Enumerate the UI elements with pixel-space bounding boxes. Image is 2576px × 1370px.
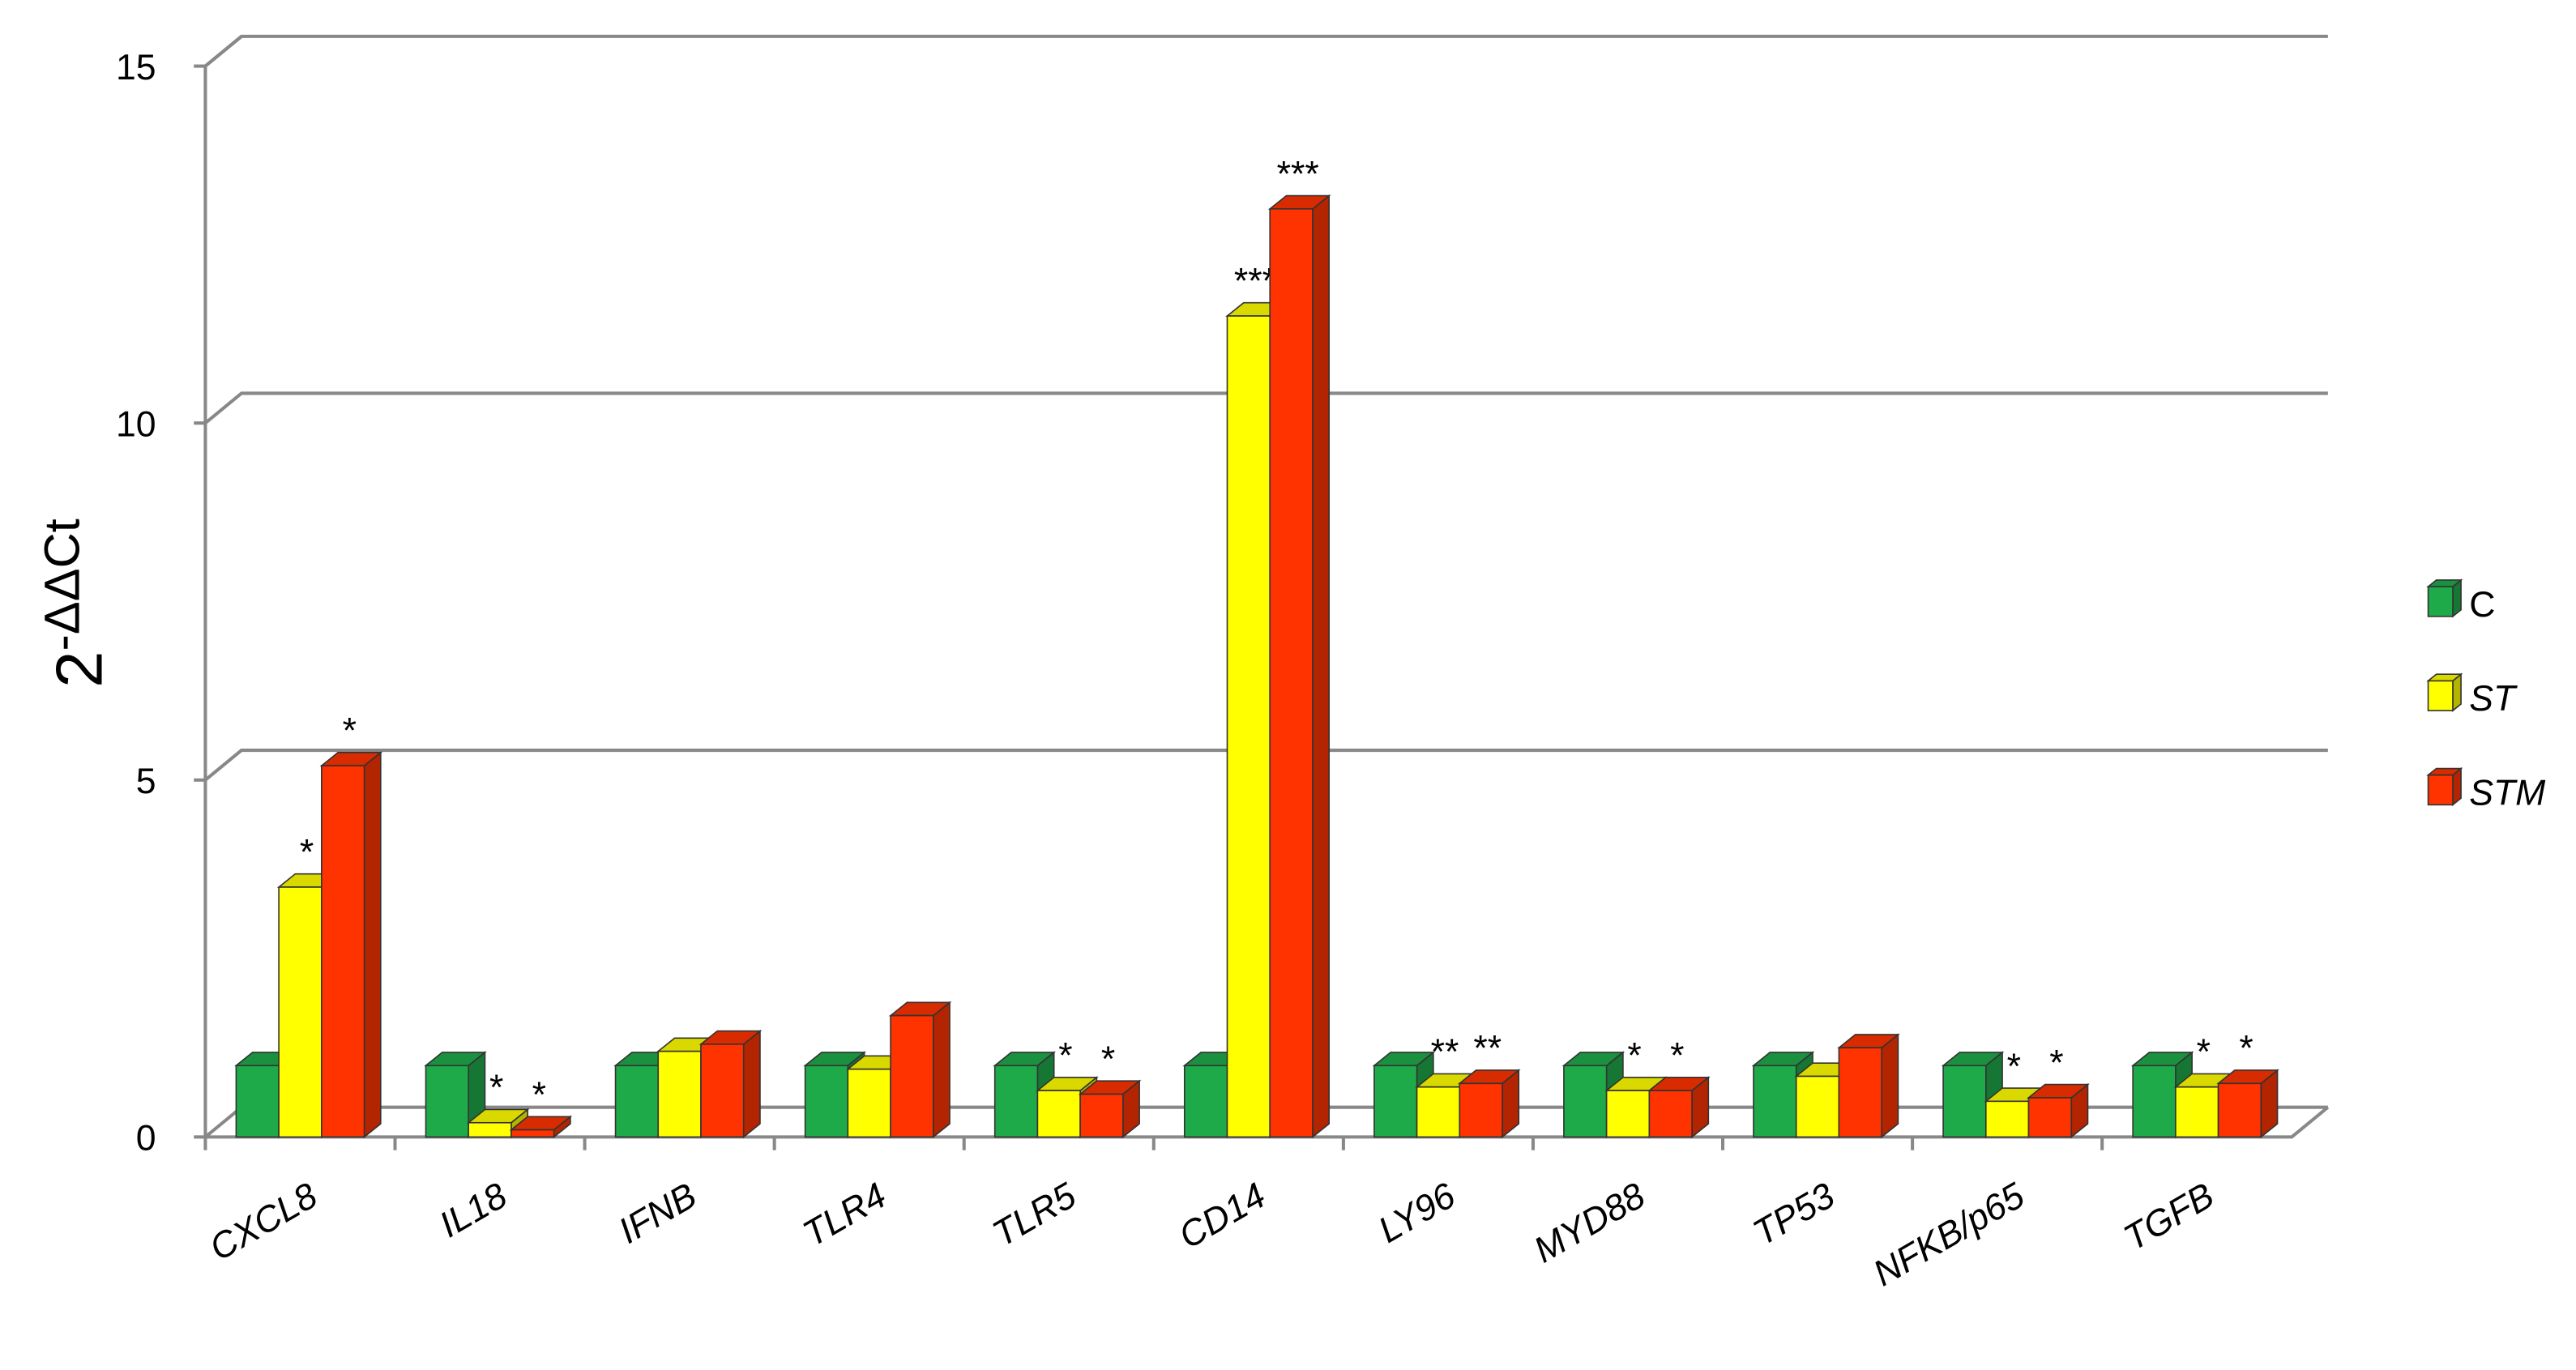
bar-front [1605,1090,1651,1138]
legend-label: STM [2469,773,2546,813]
bar [509,1115,573,1139]
x-tick-label: CXCL8 [203,1176,324,1269]
legend-label: ST [2469,679,2518,719]
x-tick-label: TP53 [1747,1176,1842,1253]
bar-front [700,1044,745,1138]
bar [1267,194,1331,1139]
significance-label: ** [1473,1029,1502,1069]
bar [1751,1051,1815,1139]
bar-front [321,765,365,1138]
y-tick-label: 10 [116,404,156,444]
x-tick-label: IFNB [613,1176,703,1252]
significance-label: ** [1431,1032,1459,1072]
bar [1457,1069,1521,1139]
significance-label: * [532,1075,546,1115]
significance-label: *** [1234,261,1276,301]
bar [1078,1079,1142,1139]
bar-front [468,1121,512,1138]
bar [698,1029,763,1139]
significance-label: * [2239,1029,2253,1069]
bar-front [2175,1086,2219,1138]
bar-side [742,1029,761,1139]
y-tick-label: 0 [136,1119,156,1159]
y-axis-label-sup: -ΔΔCt [34,519,89,651]
bar [1647,1076,1711,1139]
x-tick-label: MYD88 [1527,1176,1651,1270]
y-tick-label: 15 [116,48,156,87]
bar-front [425,1065,469,1138]
significance-label: * [2007,1047,2021,1086]
significance-label: * [2049,1043,2063,1082]
legend-swatch [2427,586,2454,617]
bar-front [2027,1097,2073,1138]
bar-front [511,1129,555,1138]
significance-label: * [1101,1039,1115,1079]
bar-front [1036,1090,1081,1138]
bar-front [1269,208,1314,1138]
bar-front [1838,1047,1882,1138]
bar-front [1984,1100,2030,1138]
bar-front [804,1065,849,1138]
bar-front [1416,1086,1461,1138]
bar [319,751,383,1139]
x-tick-label: TGFB [2117,1176,2220,1258]
bar-side [1312,194,1330,1139]
bar-front [1648,1090,1693,1138]
bar-front [1079,1093,1124,1138]
bar-front [890,1014,934,1138]
bar [1837,1033,1900,1139]
significance-label: *** [1277,154,1319,194]
significance-label: * [300,832,314,872]
bar-front [1459,1082,1503,1138]
legend-swatch [2427,680,2454,711]
bar-front [1183,1065,1228,1138]
grid-line [204,391,2328,425]
significance-label: * [2197,1032,2211,1072]
bar-side [1881,1033,1899,1139]
bar-side [363,751,382,1139]
y-axis-label: 2-ΔΔCt [34,519,116,688]
grid-line [204,34,2328,68]
bar-front [1373,1065,1418,1138]
bar [888,1001,952,1139]
legend-label: C [2469,585,2495,625]
bar-front [1795,1075,1840,1138]
bar-front [235,1065,280,1138]
x-tick-label: TLR4 [797,1176,893,1254]
bar [2216,1069,2279,1139]
y-tick-label: 5 [136,762,156,801]
significance-label: * [1058,1035,1072,1075]
bar-front [1226,315,1271,1138]
bar-front [2217,1082,2262,1138]
bar [1941,1051,2005,1139]
x-tick-label: LY96 [1372,1176,1462,1251]
significance-label: * [489,1068,503,1108]
bar-front [1753,1065,1797,1138]
bar-front [1942,1065,1987,1138]
bar-front [993,1065,1039,1138]
bar-side [932,1001,951,1139]
x-tick-label: CD14 [1173,1176,1272,1257]
x-tick-label: TLR5 [986,1176,1083,1254]
bar [2027,1082,2090,1139]
bar-front [657,1050,702,1138]
bar-front [2132,1065,2177,1138]
y-axis-label-base: 2 [43,651,117,687]
bar-front [614,1065,660,1138]
bar-front [1563,1065,1608,1138]
x-tick-label: NFKB/p65 [1867,1176,2031,1294]
bar [424,1051,487,1139]
bar-front [847,1068,891,1138]
significance-label: * [1670,1035,1684,1075]
x-tick-label: IL18 [433,1176,514,1245]
legend-swatch [2427,774,2454,806]
significance-label: * [1627,1035,1641,1075]
bar-front [278,886,323,1138]
grid-line [204,749,2328,782]
significance-label: * [343,711,357,750]
